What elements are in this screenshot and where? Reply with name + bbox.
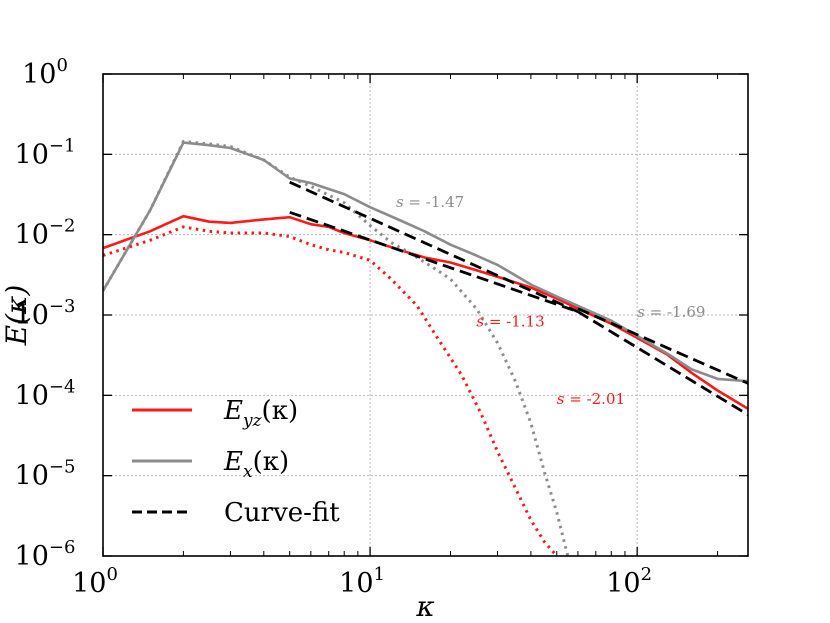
slope-annotation-symbol: s <box>557 390 565 408</box>
y-tick-base: 10 <box>15 541 49 572</box>
x-tick-exp: 0 <box>106 564 117 585</box>
x-tick-label: 101 <box>339 564 385 599</box>
slope-annotation-2: s = -1.69 <box>637 303 705 321</box>
slope-annotation-value: = -2.01 <box>564 390 625 408</box>
y-tick-exp: −4 <box>49 376 76 397</box>
x-tick-exp: 2 <box>641 564 652 585</box>
series-line-3 <box>103 139 570 556</box>
fit-line-3 <box>577 310 748 416</box>
fit-layer <box>289 180 748 416</box>
slope-annotation-symbol: s <box>476 312 484 330</box>
x-axis-label: κ <box>415 590 434 623</box>
legend-label-2: Curve-fit <box>224 498 340 528</box>
slope-annotation-0: s = -1.47 <box>396 193 464 211</box>
y-tick-label: 10−6 <box>15 537 76 572</box>
legend-label-1: Ex(κ) <box>223 447 289 482</box>
y-tick-label: 10−5 <box>15 457 76 492</box>
y-tick-label: 10−2 <box>15 216 76 251</box>
slope-annotation-value: = -1.13 <box>484 312 545 330</box>
y-tick-exp: −6 <box>49 537 76 558</box>
x-tick-base: 10 <box>339 568 373 599</box>
legend-label-main: E <box>223 447 243 477</box>
y-tick-label: 10−4 <box>15 376 76 411</box>
annotations: s = -1.47s = -1.13s = -1.69s = -2.01 <box>396 193 705 408</box>
y-tick-exp: −1 <box>49 135 76 156</box>
slope-annotation-value: = -1.47 <box>404 193 465 211</box>
slope-annotation-3: s = -2.01 <box>557 390 625 408</box>
legend: Eyz(κ)Ex(κ)Curve-fit <box>132 396 340 528</box>
y-tick-label: 10−3 <box>15 296 76 331</box>
x-tick-label: 102 <box>606 564 652 599</box>
grid-lines <box>103 74 748 556</box>
y-tick-exp: −3 <box>49 296 76 317</box>
y-tick-label: 10−1 <box>15 135 76 170</box>
y-tick-label: 100 <box>22 55 68 90</box>
y-tick-base: 10 <box>15 380 49 411</box>
y-axis-label: E(κ) <box>0 285 33 347</box>
slope-annotation-1: s = -1.13 <box>476 312 544 330</box>
series-layer <box>103 139 748 556</box>
y-tick-exp: −5 <box>49 457 76 478</box>
legend-label-sub: x <box>243 462 253 482</box>
legend-label-rest: (κ) <box>253 447 290 477</box>
fit-line-2 <box>577 307 748 385</box>
x-tick-base: 10 <box>606 568 640 599</box>
x-tick-label: 100 <box>72 564 118 599</box>
legend-label-rest: (κ) <box>262 396 299 426</box>
y-tick-base: 10 <box>15 220 49 251</box>
series-line-0 <box>103 214 748 410</box>
y-tick-base: 10 <box>22 59 56 90</box>
ticks <box>102 73 748 557</box>
slope-annotation-symbol: s <box>396 193 404 211</box>
x-tick-labels: 100 101 102 <box>72 564 652 599</box>
series-line-1 <box>103 141 748 383</box>
slope-annotation-symbol: s <box>637 303 645 321</box>
legend-label-0: Eyz(κ) <box>223 396 298 431</box>
fit-line-1 <box>289 210 579 313</box>
y-tick-base: 10 <box>15 139 49 170</box>
y-tick-exp: −2 <box>49 216 76 237</box>
y-tick-base: 10 <box>15 461 49 492</box>
legend-label-sub: yz <box>242 411 263 431</box>
legend-label-main: Curve-fit <box>224 498 340 528</box>
x-tick-base: 10 <box>72 568 106 599</box>
legend-label-main: E <box>223 396 243 426</box>
slope-annotation-value: = -1.69 <box>645 303 706 321</box>
y-tick-base: 10 <box>15 300 49 331</box>
y-tick-exp: 0 <box>56 55 67 76</box>
fit-line-0 <box>289 180 579 313</box>
x-tick-exp: 1 <box>374 564 385 585</box>
